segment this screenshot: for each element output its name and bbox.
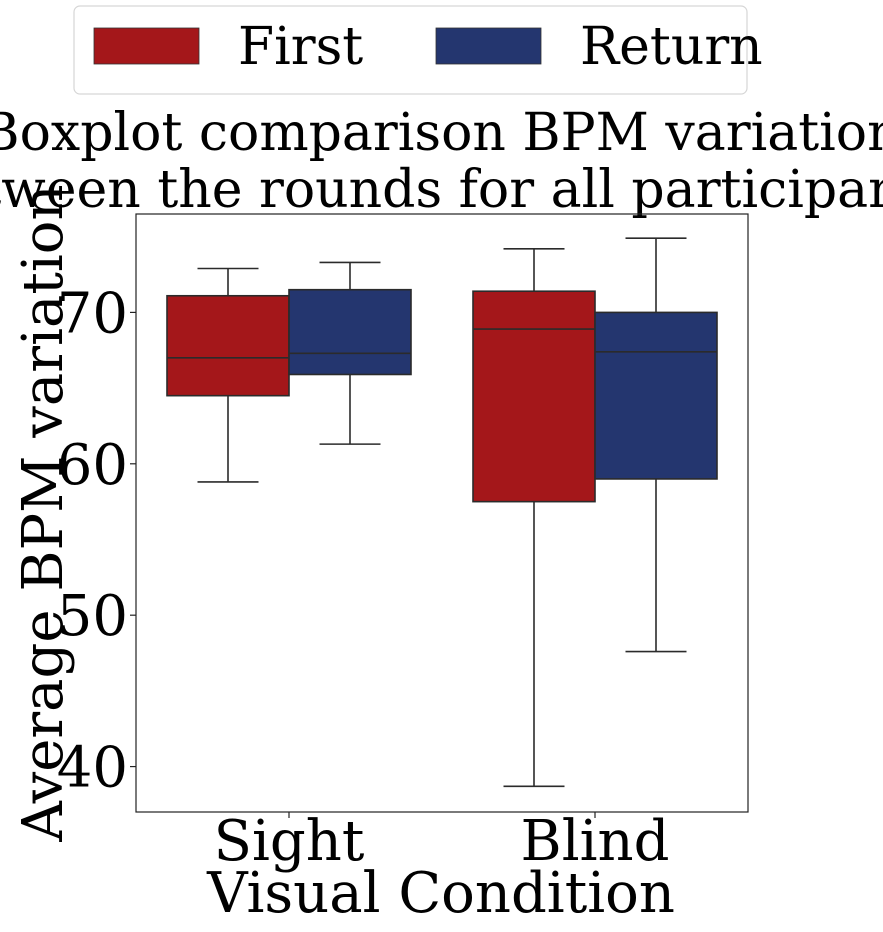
box-body bbox=[472, 290, 596, 503]
y-axis-label: Average BPM variation bbox=[11, 184, 76, 842]
legend-swatch bbox=[93, 27, 200, 65]
chart-title: Boxplot comparison BPM variationbetween … bbox=[0, 103, 883, 220]
x-tick-label: Sight bbox=[214, 809, 365, 874]
box-first-blind bbox=[472, 248, 596, 788]
y-tick-label: 60 bbox=[57, 433, 128, 498]
legend-frame bbox=[73, 5, 748, 95]
legend-label: Return bbox=[580, 17, 763, 77]
x-axis-label: Visual Condition bbox=[206, 861, 675, 926]
y-tick-label: 40 bbox=[57, 736, 128, 801]
title-line-1: Boxplot comparison BPM variation bbox=[0, 103, 883, 163]
box-body bbox=[166, 294, 290, 397]
box-return-sight bbox=[288, 261, 412, 445]
box-body bbox=[594, 311, 718, 480]
title-line-2: between the rounds for all participants. bbox=[0, 160, 883, 220]
legend-item-return: Return bbox=[435, 17, 763, 77]
legend: First Return bbox=[73, 5, 763, 95]
legend-swatch bbox=[435, 27, 542, 65]
y-tick-label: 50 bbox=[57, 584, 128, 649]
x-tick-label: Blind bbox=[521, 809, 670, 874]
box-body bbox=[288, 288, 412, 376]
box-first-sight bbox=[166, 267, 290, 483]
plot-frame bbox=[135, 213, 749, 813]
legend-label: First bbox=[238, 17, 363, 77]
plot-area bbox=[166, 237, 718, 788]
box-return-blind bbox=[594, 237, 718, 653]
y-tick-label: 70 bbox=[57, 281, 128, 346]
legend-item-first: First bbox=[93, 17, 363, 77]
